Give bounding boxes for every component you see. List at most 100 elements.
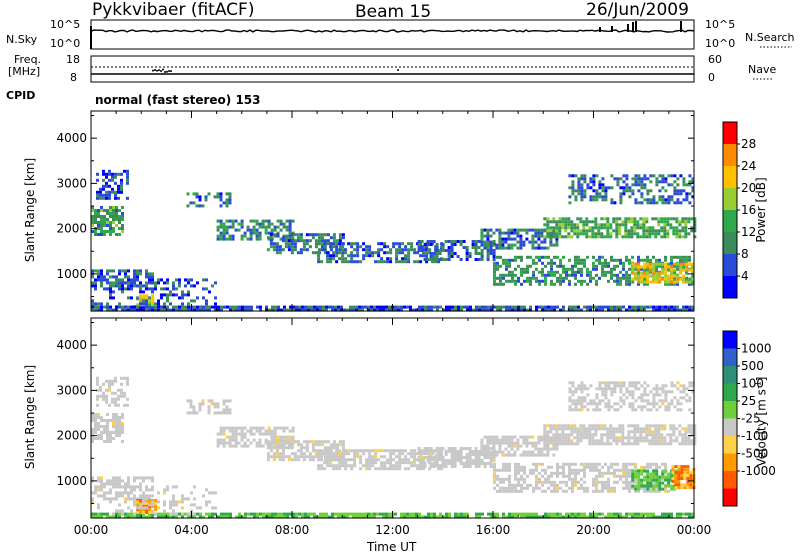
range-cell — [595, 192, 599, 196]
range-cell — [610, 390, 614, 394]
range-cell — [666, 223, 670, 227]
range-cell — [600, 235, 604, 239]
range-cell — [359, 455, 363, 459]
range-cell — [657, 229, 661, 233]
range-cell — [341, 251, 345, 255]
range-cell — [607, 465, 610, 469]
range-cell — [471, 462, 475, 465]
range-cell — [115, 305, 118, 309]
range-cell — [272, 233, 276, 237]
range-cell — [316, 305, 319, 309]
range-cell — [681, 442, 685, 446]
range-cell — [335, 248, 339, 252]
range-cell — [520, 258, 523, 262]
range-cell — [364, 515, 367, 519]
range-cell — [583, 489, 586, 493]
range-cell — [139, 287, 142, 291]
range-cell — [630, 217, 634, 221]
range-cell — [568, 468, 571, 472]
range-cell — [628, 279, 631, 283]
range-cell — [258, 426, 262, 430]
range-cell — [538, 258, 541, 262]
range-cell — [322, 515, 325, 519]
range-cell — [633, 226, 637, 230]
range-cell — [642, 436, 646, 440]
range-cell — [163, 308, 166, 312]
range-cell — [636, 235, 640, 239]
range-cell — [661, 462, 664, 466]
range-cell — [541, 480, 544, 484]
range-cell — [570, 433, 574, 437]
range-cell — [663, 229, 667, 233]
range-cell — [678, 235, 682, 239]
range-cell — [646, 201, 650, 205]
range-cell — [341, 455, 345, 459]
range-cell — [323, 239, 327, 243]
range-cell — [520, 267, 523, 271]
range-cell — [103, 275, 106, 279]
range-cell — [332, 236, 336, 240]
range-cell — [574, 512, 577, 516]
range-cell — [428, 467, 432, 471]
range-cell — [592, 480, 595, 484]
range-cell — [379, 305, 382, 309]
range-cell — [504, 453, 508, 457]
range-cell — [130, 512, 133, 516]
range-cell — [97, 221, 100, 224]
range-cell — [660, 220, 664, 224]
range-cell — [389, 449, 393, 453]
range-cell — [630, 220, 634, 224]
range-cell — [238, 305, 241, 309]
range-cell — [269, 233, 273, 237]
range-cell — [504, 246, 508, 250]
range-cell — [664, 280, 668, 284]
range-cell — [91, 491, 94, 495]
range-cell — [477, 450, 481, 453]
range-cell — [264, 429, 268, 433]
range-cell — [441, 447, 445, 450]
range-cell — [187, 497, 190, 501]
range-cell — [507, 435, 511, 439]
range-cell — [103, 494, 106, 498]
range-cell — [347, 254, 351, 258]
range-cell — [601, 480, 604, 484]
range-cell — [100, 494, 103, 498]
range-cell — [356, 452, 360, 456]
range-cell — [517, 489, 520, 493]
range-cell — [109, 497, 112, 501]
range-cell — [293, 458, 297, 462]
range-cell — [589, 402, 593, 406]
range-cell — [471, 246, 475, 249]
range-cell — [108, 385, 111, 389]
range-cell — [329, 452, 333, 456]
range-cell — [643, 512, 646, 516]
range-cell — [106, 218, 109, 221]
range-cell — [622, 189, 626, 193]
range-cell — [577, 180, 581, 184]
range-cell — [347, 260, 351, 264]
range-cell — [499, 264, 502, 268]
range-cell — [94, 485, 97, 489]
range-cell — [216, 195, 220, 199]
range-cell — [234, 228, 238, 232]
range-cell — [619, 279, 622, 283]
range-cell — [495, 441, 499, 445]
range-cell — [502, 480, 505, 484]
range-cell — [600, 232, 604, 236]
range-cell — [96, 403, 99, 407]
range-cell — [657, 220, 661, 224]
range-cell — [682, 390, 686, 394]
range-cell — [272, 245, 276, 249]
range-cell — [213, 405, 217, 409]
range-cell — [240, 432, 244, 436]
velocity-cells — [91, 376, 697, 519]
range-cell — [145, 284, 148, 288]
range-cell — [619, 270, 622, 274]
range-cell — [664, 489, 667, 493]
range-cell — [457, 512, 460, 516]
range-cell — [106, 491, 109, 495]
power-cbar-swatch — [723, 122, 737, 144]
range-cell — [145, 511, 149, 514]
range-cell — [127, 287, 130, 291]
range-cell — [139, 485, 142, 489]
